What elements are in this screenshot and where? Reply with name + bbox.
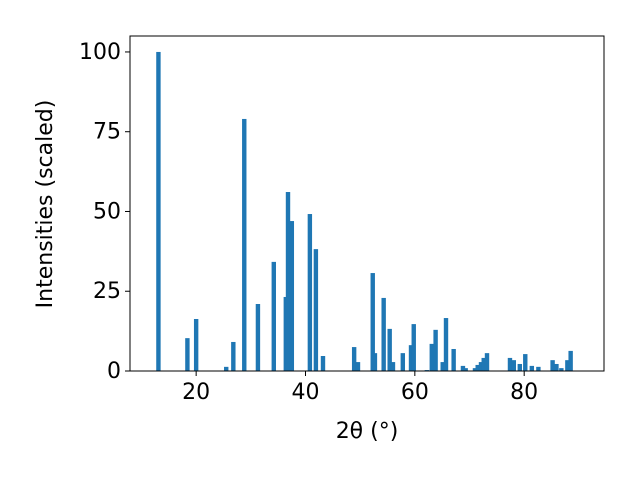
bar <box>517 363 523 371</box>
bar <box>568 350 573 371</box>
y-tick-label: 75 <box>93 120 121 145</box>
bar <box>320 356 326 371</box>
bar <box>463 368 468 371</box>
bar <box>271 261 276 371</box>
bar <box>193 318 199 371</box>
y-tick-label: 50 <box>93 199 121 224</box>
bar <box>351 347 357 371</box>
bar <box>478 362 484 371</box>
x-tick-label: 20 <box>182 380 210 405</box>
x-tick-label: 60 <box>401 380 429 405</box>
bar <box>307 214 313 371</box>
x-tick-label: 80 <box>510 380 538 405</box>
bar <box>484 353 490 371</box>
bar <box>408 345 414 371</box>
bar <box>372 353 378 371</box>
y-tick-label: 25 <box>93 279 121 304</box>
bar <box>231 341 236 371</box>
bar <box>529 365 535 371</box>
bar <box>185 338 190 371</box>
bar <box>472 368 478 371</box>
bar <box>565 360 570 371</box>
bar <box>554 363 559 371</box>
bar <box>559 368 564 371</box>
y-axis-label: Intensities (scaled) <box>33 100 58 309</box>
y-tick-label: 100 <box>79 40 121 65</box>
x-tick-label: 40 <box>291 380 319 405</box>
bar <box>440 362 445 371</box>
bar <box>536 366 541 371</box>
bar <box>507 357 513 371</box>
x-axis-label: 2θ (°) <box>336 419 399 444</box>
y-tick-label: 0 <box>107 359 121 384</box>
bar <box>451 348 456 371</box>
bar <box>475 364 480 371</box>
bar <box>429 343 434 371</box>
bar <box>381 297 386 371</box>
bar <box>390 362 396 371</box>
bar <box>511 360 516 371</box>
bar <box>156 51 161 371</box>
bar <box>400 353 406 371</box>
bar <box>285 192 291 371</box>
bar <box>481 357 486 371</box>
bar <box>313 249 319 371</box>
bar <box>411 324 416 371</box>
bar <box>433 329 438 371</box>
bar <box>255 304 261 371</box>
plot-frame <box>129 35 605 372</box>
bar <box>289 221 295 371</box>
bar <box>224 366 229 371</box>
bar <box>242 118 247 371</box>
bar <box>387 328 392 371</box>
bar <box>460 365 466 371</box>
bar <box>550 360 555 371</box>
bar <box>355 362 361 371</box>
bar <box>443 318 449 371</box>
bar <box>523 354 528 371</box>
bar <box>370 273 375 371</box>
